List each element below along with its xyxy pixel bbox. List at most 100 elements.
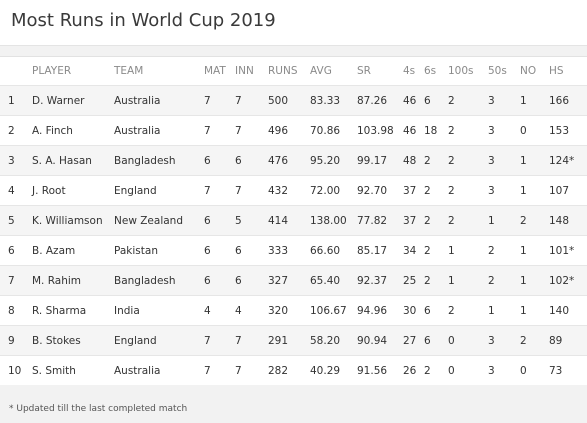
header-rank [0,57,30,86]
cell-mat: 6 [204,265,235,296]
stats-table-container: PLAYER TEAM MAT INN RUNS AVG SR 4s 6s 10… [0,56,587,385]
cell-sr: 92.37 [357,265,403,296]
cell-fours: 48 [403,145,424,176]
table-row: 7 M. Rahim Bangladesh 6 6 327 65.40 92.37 25 2 1 2 1… [0,265,587,296]
table-row: 2 A. Finch Australia 7 7 496 70.86 103.98 46 18 2 3… [0,115,587,146]
header-sr: SR [357,65,371,77]
cell-sr: 99.17 [357,145,403,176]
cell-high-score: 166 [549,85,587,116]
table-header-row: PLAYER TEAM MAT INN RUNS AVG SR 4s 6s 10… [0,57,587,86]
cell-hundreds: 1 [448,265,488,296]
cell-not-outs: 1 [520,175,549,206]
cell-fifties: 3 [488,355,520,385]
cell-sr: 103.98 [357,115,403,146]
cell-not-outs: 2 [520,205,549,236]
cell-runs: 432 [268,175,310,206]
cell-not-outs: 1 [520,85,549,116]
cell-inn: 7 [235,325,268,356]
cell-high-score: 148 [549,205,587,236]
cell-not-outs: 1 [520,295,549,326]
cell-not-outs: 1 [520,235,549,266]
header-team: TEAM [114,65,144,77]
cell-not-outs: 1 [520,145,549,176]
cell-avg: 138.00 [310,205,357,236]
cell-inn: 5 [235,205,268,236]
cell-runs: 496 [268,115,310,146]
cell-sr: 94.96 [357,295,403,326]
table-row: 8 R. Sharma India 4 4 320 106.67 94.96 30 6 2 1 1 140 [0,295,587,326]
cell-player: J. Root [30,175,112,206]
table-body: 1 D. Warner Australia 7 7 500 83.33 87.26 46 6 2 3 1… [0,85,587,385]
cell-sixes: 6 [424,85,448,116]
cell-sixes: 2 [424,355,448,385]
cell-inn: 6 [235,145,268,176]
cell-player: B. Azam [30,235,112,266]
cell-player: R. Sharma [30,295,112,326]
cell-fours: 46 [403,115,424,146]
cell-sr: 92.70 [357,175,403,206]
cell-avg: 72.00 [310,175,357,206]
cell-hundreds: 1 [448,235,488,266]
header-6s: 6s [424,65,437,77]
header-runs: RUNS [268,65,298,77]
cell-hundreds: 2 [448,115,488,146]
cell-player: D. Warner [30,85,112,116]
cell-avg: 58.20 [310,325,357,356]
cell-mat: 7 [204,325,235,356]
cell-team: Australia [112,355,204,385]
cell-inn: 4 [235,295,268,326]
cell-runs: 320 [268,295,310,326]
table-row: 5 K. Williamson New Zealand 6 5 414 138.00 77.8… [0,205,587,236]
table-row: 9 B. Stokes England 7 7 291 58.20 90.94 27 6 0 3 2 89 [0,325,587,356]
cell-mat: 7 [204,85,235,116]
cell-rank: 9 [0,325,30,356]
cell-sixes: 2 [424,235,448,266]
cell-hundreds: 2 [448,295,488,326]
cell-sixes: 18 [424,115,448,146]
cell-runs: 282 [268,355,310,385]
cell-rank: 6 [0,235,30,266]
cell-sixes: 6 [424,325,448,356]
cell-sixes: 2 [424,265,448,296]
cell-sixes: 2 [424,175,448,206]
cell-hundreds: 0 [448,325,488,356]
header-no: NO [520,65,537,77]
cell-not-outs: 0 [520,115,549,146]
cell-fifties: 1 [488,205,520,236]
cell-fours: 27 [403,325,424,356]
cell-player: M. Rahim [30,265,112,296]
cell-fifties: 3 [488,175,520,206]
cell-team: England [112,175,204,206]
table-row: 6 B. Azam Pakistan 6 6 333 66.60 85.17 34 2 1 2 1 101… [0,235,587,266]
cell-fifties: 3 [488,145,520,176]
header-100s: 100s [448,65,474,77]
cell-sr: 90.94 [357,325,403,356]
cell-sixes: 6 [424,295,448,326]
cell-team: Bangladesh [112,265,204,296]
cell-avg: 40.29 [310,355,357,385]
cell-inn: 7 [235,85,268,116]
cell-runs: 476 [268,145,310,176]
cell-team: Bangladesh [112,145,204,176]
table-row: 1 D. Warner Australia 7 7 500 83.33 87.26 46 6 2 3 1… [0,85,587,116]
cell-not-outs: 2 [520,325,549,356]
cell-rank: 10 [0,355,30,385]
cell-sr: 85.17 [357,235,403,266]
cell-fifties: 2 [488,235,520,266]
cell-high-score: 89 [549,325,587,356]
cell-high-score: 124* [549,145,587,176]
table-row: 4 J. Root England 7 7 432 72.00 92.70 37 2 2 3 1 107 [0,175,587,206]
cell-hundreds: 0 [448,355,488,385]
cell-rank: 3 [0,145,30,176]
cell-team: Australia [112,85,204,116]
cell-runs: 414 [268,205,310,236]
cell-rank: 4 [0,175,30,206]
cell-sr: 91.56 [357,355,403,385]
cell-team: Pakistan [112,235,204,266]
cell-player: S. A. Hasan [30,145,112,176]
cell-hundreds: 2 [448,175,488,206]
header-inn: INN [235,65,254,77]
cell-player: B. Stokes [30,325,112,356]
cell-team: Australia [112,115,204,146]
cell-inn: 7 [235,115,268,146]
